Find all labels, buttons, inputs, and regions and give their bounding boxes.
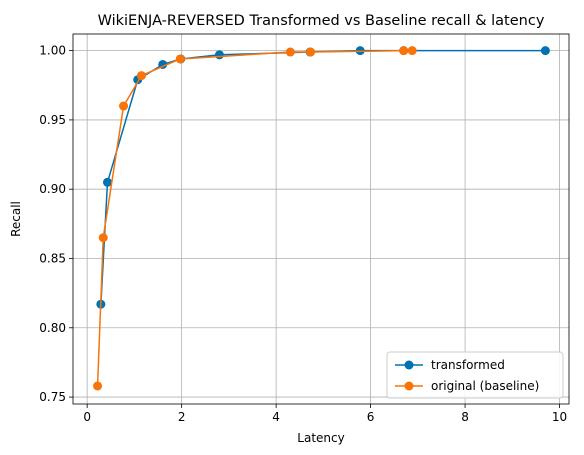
legend-marker	[404, 360, 414, 370]
data-point	[98, 233, 108, 243]
data-point	[175, 54, 185, 64]
legend-box	[386, 351, 564, 399]
x-tick-label: 8	[461, 410, 469, 424]
x-tick-label: 2	[178, 410, 186, 424]
data-point	[540, 46, 550, 56]
x-tick-label: 0	[83, 410, 91, 424]
axis-ticks: 0 2 4 6 8 10 0.75 0.80 0.85 0.90 0.95 1.00	[39, 44, 567, 424]
data-point	[102, 177, 112, 187]
x-tick-label: 4	[272, 410, 280, 424]
data-point	[407, 46, 417, 56]
data-point	[93, 381, 103, 391]
y-tick-label: 0.85	[39, 251, 66, 265]
legend-label: transformed	[431, 358, 505, 372]
y-tick-label: 0.75	[39, 390, 66, 404]
data-point	[136, 71, 146, 81]
x-axis-title: Latency	[297, 431, 344, 445]
legend: transformed original (baseline)	[386, 351, 564, 399]
grid-lines	[73, 34, 569, 404]
y-tick-label: 0.95	[39, 113, 66, 127]
data-point	[214, 50, 224, 60]
y-tick-label: 0.80	[39, 321, 66, 335]
data-point	[306, 47, 316, 57]
plot-area-frame	[72, 33, 570, 405]
x-tick-label: 10	[552, 410, 567, 424]
chart-title: WikiENJA-REVERSED Transformed vs Baselin…	[98, 13, 545, 29]
data-point	[285, 47, 295, 57]
legend-marker	[404, 381, 414, 391]
y-axis-title: Recall	[9, 201, 23, 237]
series-original-baseline	[93, 46, 417, 391]
legend-label: original (baseline)	[431, 379, 539, 393]
data-series	[93, 46, 550, 391]
data-point	[119, 101, 129, 111]
data-point	[399, 46, 409, 56]
y-tick-label: 1.00	[39, 44, 66, 58]
x-tick-label: 6	[367, 410, 375, 424]
y-tick-label: 0.90	[39, 182, 66, 196]
